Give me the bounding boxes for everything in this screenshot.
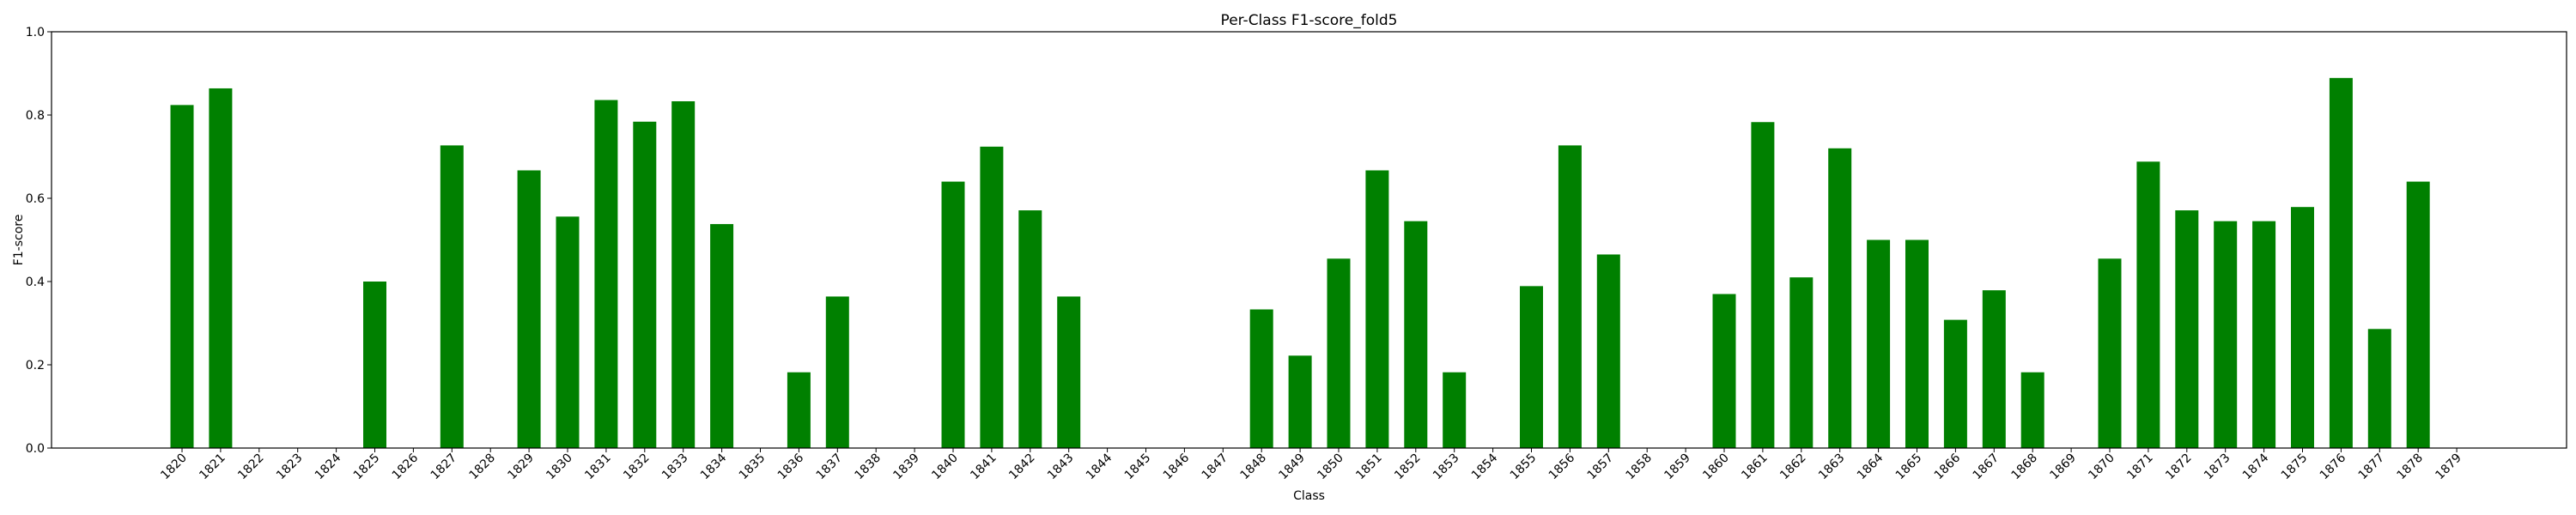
bar-1877 bbox=[2367, 329, 2391, 448]
bar-1855 bbox=[1520, 286, 1543, 448]
chart-title: Per-Class F1-score_fold5 bbox=[1221, 12, 1398, 29]
bar-1820 bbox=[170, 105, 194, 449]
y-tick-label-5: 1.0 bbox=[26, 26, 45, 39]
bar-1862 bbox=[1789, 277, 1814, 448]
bar-1825 bbox=[363, 282, 386, 448]
bar-1871 bbox=[2136, 161, 2160, 448]
bar-1840 bbox=[941, 181, 965, 448]
y-tick-label-3: 0.6 bbox=[26, 192, 45, 206]
bar-1836 bbox=[787, 372, 811, 448]
plot-frame bbox=[51, 31, 2567, 449]
bar-1829 bbox=[517, 170, 541, 448]
bar-1865 bbox=[1905, 239, 1929, 448]
bar-1878 bbox=[2406, 181, 2430, 448]
bar-1873 bbox=[2214, 221, 2238, 448]
bar-1874 bbox=[2252, 221, 2276, 448]
bar-1842 bbox=[1018, 210, 1042, 448]
bar-1837 bbox=[825, 296, 849, 448]
y-tick-label-4: 0.8 bbox=[26, 109, 45, 123]
bar-1875 bbox=[2291, 207, 2314, 448]
bars-group bbox=[170, 77, 2430, 449]
bar-1867 bbox=[1982, 290, 2006, 448]
bar-1821 bbox=[209, 88, 233, 449]
y-axis-title: F1-score bbox=[12, 215, 26, 266]
bar-1852 bbox=[1404, 221, 1428, 448]
bar-1849 bbox=[1288, 355, 1312, 448]
bar-1863 bbox=[1828, 148, 1852, 449]
bar-1868 bbox=[2020, 372, 2044, 448]
bar-1872 bbox=[2175, 210, 2199, 448]
bar-1857 bbox=[1596, 254, 1620, 448]
bar-1843 bbox=[1057, 296, 1081, 448]
bar-1861 bbox=[1751, 122, 1775, 448]
bar-1831 bbox=[594, 100, 618, 448]
y-tick-label-2: 0.4 bbox=[26, 276, 45, 289]
bar-1850 bbox=[1327, 258, 1351, 448]
bar-1832 bbox=[633, 121, 657, 448]
y-tick-label-0: 0.0 bbox=[26, 442, 45, 456]
bar-1864 bbox=[1867, 239, 1891, 448]
bar-1848 bbox=[1249, 309, 1273, 448]
bar-1827 bbox=[440, 145, 464, 448]
bar-1834 bbox=[710, 224, 734, 448]
bar-1860 bbox=[1712, 294, 1736, 448]
bar-1833 bbox=[671, 100, 696, 449]
bar-1841 bbox=[980, 146, 1004, 449]
bar-1830 bbox=[556, 216, 580, 448]
bar-1853 bbox=[1443, 372, 1467, 448]
y-axis: 0.0 0.2 0.4 0.6 0.8 1.0 bbox=[26, 26, 52, 456]
bar-1851 bbox=[1365, 170, 1389, 448]
bar-1856 bbox=[1558, 145, 1582, 448]
y-tick-label-1: 0.2 bbox=[26, 359, 45, 373]
bar-1876 bbox=[2329, 77, 2353, 449]
x-axis-title: Class bbox=[1293, 489, 1325, 503]
bar-1870 bbox=[2098, 258, 2122, 448]
bar-1866 bbox=[1943, 319, 1967, 448]
